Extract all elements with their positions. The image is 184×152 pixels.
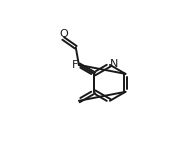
Text: O: O	[59, 29, 68, 39]
Text: N: N	[110, 59, 118, 69]
Text: F: F	[71, 60, 78, 70]
